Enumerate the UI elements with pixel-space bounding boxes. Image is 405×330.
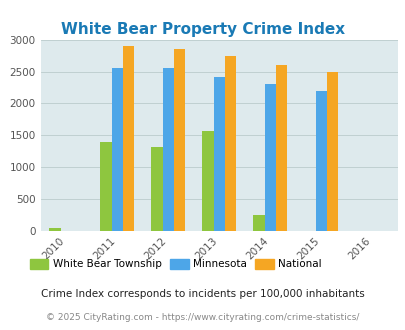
Bar xyxy=(162,68,173,231)
Bar xyxy=(213,77,224,231)
Bar xyxy=(151,147,162,231)
Bar xyxy=(49,228,60,231)
Text: Crime Index corresponds to incidents per 100,000 inhabitants: Crime Index corresponds to incidents per… xyxy=(41,289,364,299)
Bar xyxy=(202,131,213,231)
Bar xyxy=(275,65,286,231)
Bar xyxy=(111,68,122,231)
Bar xyxy=(100,142,111,231)
Bar xyxy=(326,72,337,231)
Bar xyxy=(264,84,275,231)
Bar xyxy=(173,49,185,231)
Bar xyxy=(315,91,326,231)
Legend: White Bear Township, Minnesota, National: White Bear Township, Minnesota, National xyxy=(26,255,325,274)
Bar xyxy=(122,46,134,231)
Bar xyxy=(224,55,235,231)
Bar xyxy=(253,215,264,231)
Text: White Bear Property Crime Index: White Bear Property Crime Index xyxy=(61,22,344,37)
Text: © 2025 CityRating.com - https://www.cityrating.com/crime-statistics/: © 2025 CityRating.com - https://www.city… xyxy=(46,313,359,322)
